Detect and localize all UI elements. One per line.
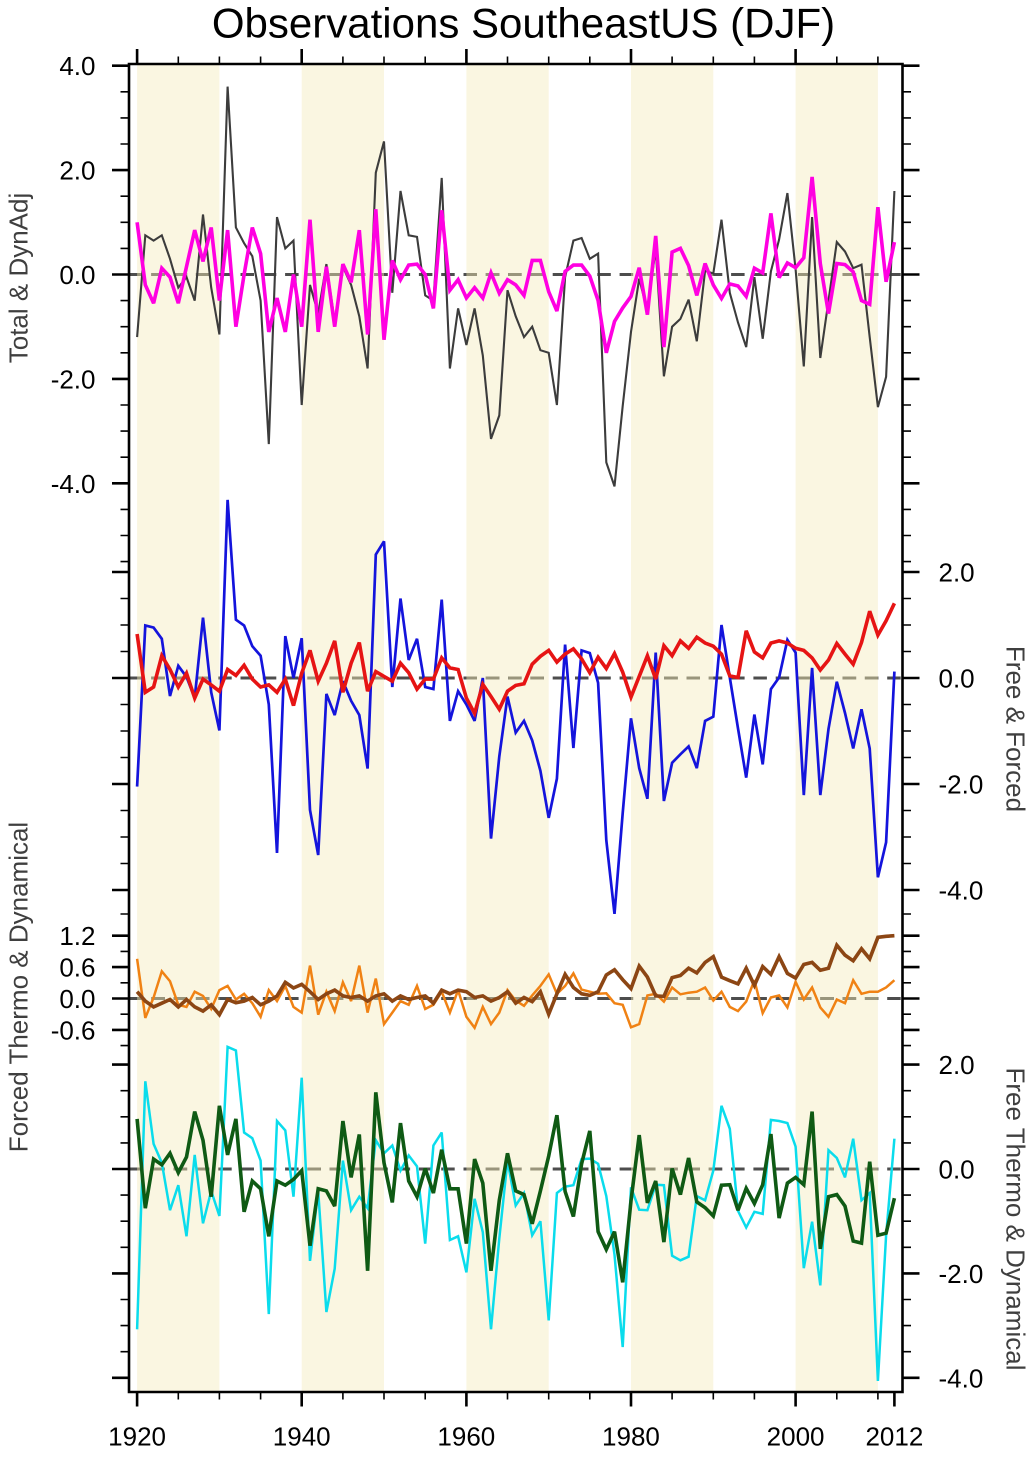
svg-text:4.0: 4.0 xyxy=(59,51,95,81)
svg-text:Total & DynAdj: Total & DynAdj xyxy=(4,193,34,364)
svg-text:1980: 1980 xyxy=(602,1422,660,1452)
svg-text:1920: 1920 xyxy=(108,1422,166,1452)
svg-text:-2.0: -2.0 xyxy=(939,1259,984,1289)
svg-text:Forced Thermo & Dynamical: Forced Thermo & Dynamical xyxy=(4,822,34,1152)
svg-text:0.0: 0.0 xyxy=(59,260,95,290)
svg-text:0.0: 0.0 xyxy=(939,664,975,694)
svg-text:Free & Forced: Free & Forced xyxy=(1001,646,1031,812)
svg-text:-4.0: -4.0 xyxy=(939,876,984,906)
svg-text:-0.6: -0.6 xyxy=(51,1015,96,1045)
svg-text:2012: 2012 xyxy=(865,1422,923,1452)
svg-text:2.0: 2.0 xyxy=(59,156,95,186)
svg-text:-2.0: -2.0 xyxy=(939,770,984,800)
svg-text:-2.0: -2.0 xyxy=(51,364,96,394)
svg-text:2.0: 2.0 xyxy=(939,558,975,588)
svg-text:Observations SoutheastUS (DJF): Observations SoutheastUS (DJF) xyxy=(212,0,835,47)
svg-text:1960: 1960 xyxy=(437,1422,495,1452)
svg-text:1940: 1940 xyxy=(273,1422,331,1452)
svg-text:-4.0: -4.0 xyxy=(51,469,96,499)
svg-text:-4.0: -4.0 xyxy=(939,1363,984,1393)
svg-text:1.2: 1.2 xyxy=(59,921,95,951)
svg-text:0.6: 0.6 xyxy=(59,953,95,983)
svg-text:2.0: 2.0 xyxy=(939,1050,975,1080)
svg-text:2000: 2000 xyxy=(767,1422,825,1452)
svg-text:0.0: 0.0 xyxy=(59,984,95,1014)
svg-text:Free Thermo & Dynamical: Free Thermo & Dynamical xyxy=(1001,1068,1031,1371)
svg-text:0.0: 0.0 xyxy=(939,1155,975,1185)
